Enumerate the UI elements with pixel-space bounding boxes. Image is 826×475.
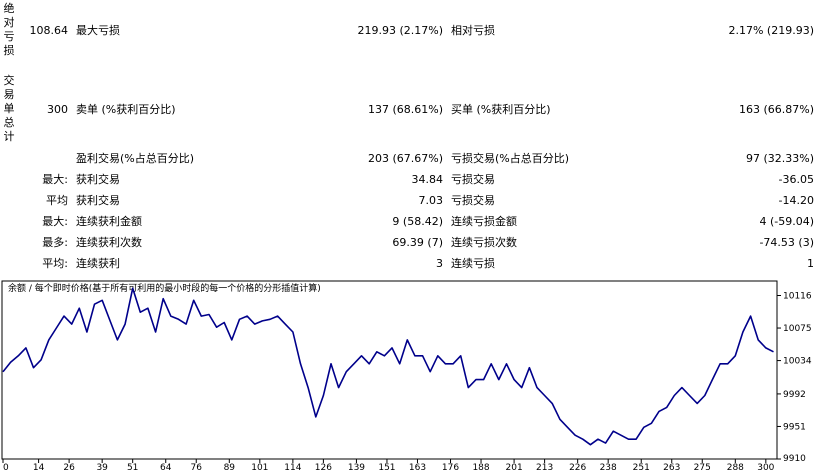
row-right-value: -14.20 — [778, 194, 814, 207]
y-tick-label: 9992 — [783, 390, 806, 400]
balance-chart-svg: 余额 / 每个即时价格(基于所有可利用的最小时段的每一个价格的分形插值计算) 0… — [1, 280, 812, 473]
y-tick-label: 9951 — [783, 422, 806, 432]
x-tick-label: 101 — [251, 463, 268, 473]
row-left-label: 连续获利 — [76, 257, 120, 270]
maximal-drawdown-label: 最大亏损 — [76, 24, 120, 37]
row-right-label: 亏损交易 — [451, 173, 495, 186]
x-tick-label: 226 — [569, 463, 586, 473]
row-left-value: 69.39 (7) — [392, 236, 443, 249]
long-positions-value: 163 (66.87%) — [738, 103, 814, 116]
trades-group-label: 交易单总计 — [3, 74, 15, 143]
row-left-label: 获利交易 — [76, 173, 120, 186]
row-left-label: 获利交易 — [76, 194, 120, 207]
row-left-value: 34.84 — [411, 173, 444, 186]
y-tick-label: 10075 — [783, 324, 812, 334]
y-tick-label: 10034 — [783, 357, 812, 367]
row-prefix: 平均: — [42, 257, 68, 270]
short-positions-value: 137 (68.61%) — [367, 103, 443, 116]
y-tick-labels: 10116 10075 10034 9992 9951 9910 — [783, 291, 812, 464]
x-tick-label: 213 — [536, 463, 553, 473]
total-trades-value: 300 — [47, 103, 68, 116]
row-left-value: 9 (58.42) — [392, 215, 443, 228]
row-left-value: 203 (67.67%) — [367, 152, 443, 165]
x-tick-label: 251 — [633, 463, 650, 473]
x-tick-label: 139 — [348, 463, 365, 473]
x-tick-label: 151 — [378, 463, 395, 473]
row-right-value: 4 (-59.04) — [759, 215, 814, 228]
maximal-drawdown-value: 219.93 (2.17%) — [357, 24, 443, 37]
row-prefix: 最大: — [42, 173, 68, 186]
balance-chart: 余额 / 每个即时价格(基于所有可利用的最小时段的每一个价格的分形插值计算) 0… — [0, 280, 826, 475]
row-left-label: 连续获利金额 — [76, 215, 142, 228]
x-tick-label: 39 — [96, 463, 108, 473]
relative-drawdown-value: 2.17% (219.93) — [728, 24, 814, 37]
row-prefix: 最大: — [42, 215, 68, 228]
row-left-value: 7.03 — [418, 194, 444, 207]
row-right-label: 连续亏损金额 — [451, 215, 517, 228]
row-right-value: 97 (32.33%) — [745, 152, 814, 165]
x-tick-label: 89 — [224, 463, 236, 473]
x-tick-label: 176 — [442, 463, 459, 473]
row-right-value: 1 — [807, 257, 814, 270]
x-tick-label: 288 — [727, 463, 744, 473]
row-prefix: 最多: — [42, 236, 68, 249]
x-tick-labels: 0 14 26 39 51 64 76 89 101 114 126 139 151 163 176 188 2… — [3, 463, 775, 473]
row-left-value: 3 — [436, 257, 443, 270]
x-tick-label: 188 — [472, 463, 489, 473]
y-tick-marks — [777, 294, 781, 460]
x-tick-label: 14 — [33, 463, 45, 473]
x-tick-label: 238 — [600, 463, 617, 473]
x-tick-label: 0 — [3, 463, 9, 473]
absolute-drawdown-value: 108.64 — [29, 24, 69, 37]
row-prefix: 平均 — [46, 194, 68, 207]
chart-plot-frame — [1, 280, 778, 460]
x-tick-label: 26 — [63, 463, 75, 473]
row-right-value: -36.05 — [778, 173, 814, 186]
long-positions-label: 买单 (%获利百分比) — [451, 103, 551, 116]
row-right-label: 连续亏损 — [451, 257, 495, 270]
y-tick-label: 10116 — [783, 291, 812, 301]
x-tick-label: 163 — [409, 463, 426, 473]
short-positions-label: 卖单 (%获利百分比) — [76, 103, 176, 116]
balance-series-line — [2, 287, 774, 446]
row-left-label: 盈利交易(%占总百分比) — [76, 152, 195, 165]
x-tick-label: 275 — [694, 463, 711, 473]
x-tick-label: 201 — [506, 463, 523, 473]
x-tick-marks — [2, 459, 767, 463]
x-tick-label: 51 — [127, 463, 138, 473]
row-right-value: -74.53 (3) — [759, 236, 814, 249]
x-tick-label: 114 — [284, 463, 301, 473]
x-tick-label: 76 — [191, 463, 203, 473]
row-right-label: 亏损交易(%占总百分比) — [451, 152, 570, 165]
x-tick-label: 263 — [663, 463, 680, 473]
row-right-label: 亏损交易 — [451, 194, 495, 207]
row-right-label: 连续亏损次数 — [451, 236, 517, 249]
x-tick-label: 126 — [315, 463, 332, 473]
drawdown-group-label: 绝对亏损 — [3, 2, 15, 57]
relative-drawdown-label: 相对亏损 — [451, 24, 495, 37]
x-tick-label: 64 — [160, 463, 172, 473]
x-tick-label: 300 — [757, 463, 774, 473]
y-tick-label: 9910 — [783, 454, 806, 464]
chart-title: 余额 / 每个即时价格(基于所有可利用的最小时段的每一个价格的分形插值计算) — [8, 282, 321, 294]
row-left-label: 连续获利次数 — [76, 236, 142, 249]
